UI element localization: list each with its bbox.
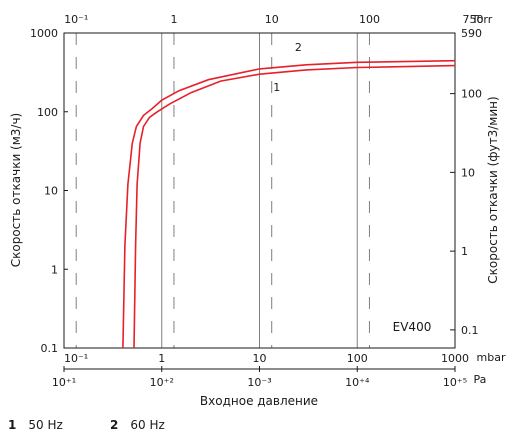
- x-tick-torr-3: 100: [359, 13, 380, 26]
- legend-item-1: 1 50 Hz: [8, 418, 128, 432]
- x-tick-pa-3: 10⁺⁴: [345, 376, 370, 389]
- y-tick-left-2: 10: [44, 185, 58, 198]
- legend-item-2: 2 60 Hz: [110, 418, 230, 432]
- y-axis-title-left: Скорость откачки (м3/ч): [9, 113, 23, 267]
- x-tick-torr-2: 10: [265, 13, 279, 26]
- tick-labels: 0.1 1 10 100 1000 0.1 1 10 100 590 10⁻¹ 1 10 100 1000 1…: [30, 13, 484, 389]
- annotation-label: EV400: [393, 320, 432, 334]
- y-tick-right-1: 1: [461, 245, 468, 258]
- y-axis-title-right: Скорость откачки (фут3/мин): [486, 96, 500, 283]
- legend-label-1: 50 Hz: [28, 418, 63, 432]
- x-tick-mbar-2: 10: [253, 352, 267, 365]
- legend-number-2: 2: [110, 418, 119, 432]
- curve-label-1: 1: [273, 81, 280, 94]
- x-tick-mbar-0: 10⁻¹: [64, 352, 88, 365]
- y-tick-left-4: 1000: [30, 27, 58, 40]
- legend-label-2: 60 Hz: [130, 418, 165, 432]
- y-tick-left-0: 0.1: [41, 342, 59, 355]
- x-tick-mbar-3: 100: [347, 352, 368, 365]
- unit-mbar: mbar: [477, 351, 506, 364]
- curve-label-2: 2: [295, 41, 302, 54]
- x-tick-torr-1: 1: [170, 13, 177, 26]
- plot-frame: [63, 32, 456, 349]
- y-tick-left-1: 1: [51, 263, 58, 276]
- x-tick-pa-2: 10⁻³: [247, 376, 271, 389]
- x-tick-pa-0: 10⁺¹: [52, 376, 76, 389]
- x-tick-torr-4: 750: [463, 13, 484, 26]
- y-tick-right-3: 100: [461, 88, 482, 101]
- series-line-1: [133, 64, 456, 349]
- x-tick-pa-4: 10⁺⁵: [443, 376, 467, 389]
- x-axis-title: Входное давление: [200, 394, 318, 408]
- x-tick-mbar-1: 1: [158, 352, 165, 365]
- y-tick-right-4: 590: [461, 27, 482, 40]
- x-tick-pa-1: 10⁺²: [150, 376, 174, 389]
- y-tick-right-2: 10: [461, 166, 475, 179]
- grid: [64, 32, 455, 349]
- series-line-2: [122, 59, 456, 349]
- unit-pa: Pa: [474, 373, 487, 386]
- unit-torr: Torr: [471, 13, 493, 26]
- y-tick-left-3: 100: [37, 106, 58, 119]
- legend-number-1: 1: [8, 418, 17, 432]
- x-tick-mbar-4: 1000: [441, 352, 469, 365]
- y-tick-right-0: 0.1: [461, 324, 479, 337]
- x-tick-torr-0: 10⁻¹: [64, 13, 88, 26]
- series-lines: 21: [122, 41, 456, 349]
